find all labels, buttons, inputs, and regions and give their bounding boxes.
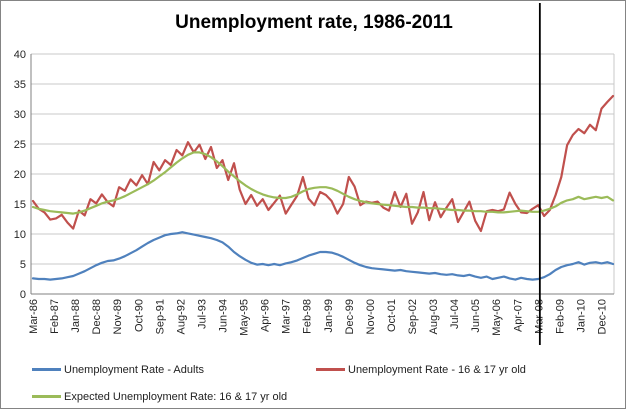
series-line-youth-16-17 [31,94,615,233]
legend-swatch-youth [316,368,345,371]
x-tick-label-Aug-92: Aug-92 [175,299,187,334]
x-tick-label-Mar-97: Mar-97 [281,299,293,334]
x-tick-label-Jan-99: Jan-99 [323,299,335,333]
legend-item-adults: Unemployment Rate - Adults [32,362,204,377]
x-tick-label-Jun-94: Jun-94 [218,299,230,333]
x-tick-label-Jan-10: Jan-10 [575,299,587,333]
x-tick-label-Jan-88: Jan-88 [70,299,82,333]
x-tick-label-Apr-07: Apr-07 [512,299,524,332]
x-tick-label-May-06: May-06 [491,299,503,336]
legend-label-youth: Unemployment Rate - 16 & 17 yr old [348,363,526,376]
x-tick-label-Dec-99: Dec-99 [344,299,356,334]
x-tick-label-Jun-05: Jun-05 [470,299,482,333]
y-tick-label-30: 30 [14,109,26,121]
legend-swatch-expected [32,395,61,398]
legend-item-youth: Unemployment Rate - 16 & 17 yr old [316,362,526,377]
y-tick-label-20: 20 [14,169,26,181]
x-tick-label-Dec-10: Dec-10 [597,299,609,334]
x-tick-label-Jul-04: Jul-04 [449,299,461,329]
series-line-expected-16-17 [31,151,615,215]
y-tick-label-35: 35 [14,79,26,91]
y-tick-label-0: 0 [20,289,26,301]
x-tick-label-Nov-89: Nov-89 [112,299,124,334]
x-tick-label-Jul-93: Jul-93 [196,299,208,329]
x-tick-label-Nov-00: Nov-00 [365,299,377,334]
legend-label-expected: Expected Unemployment Rate: 16 & 17 yr o… [64,390,288,403]
y-tick-label-40: 40 [14,49,26,61]
x-tick-label-Oct-90: Oct-90 [133,299,145,332]
chart-title: Unemployment rate, 1986-2011 [175,12,453,33]
legend-item-expected: Expected Unemployment Rate: 16 & 17 yr o… [32,389,287,404]
legend-label-adults: Unemployment Rate - Adults [64,363,205,376]
legend-swatch-adults [32,368,61,371]
x-tick-label-Aug-03: Aug-03 [428,299,440,334]
x-tick-label-Mar-86: Mar-86 [28,299,40,334]
x-tick-label-Oct-01: Oct-01 [386,299,398,332]
x-tick-label-Sep-02: Sep-02 [407,299,419,334]
x-tick-label-Feb-87: Feb-87 [49,299,61,334]
x-tick-label-Sep-91: Sep-91 [154,299,166,334]
x-tick-label-Dec-88: Dec-88 [91,299,103,334]
x-tick-label-Feb-09: Feb-09 [554,299,566,334]
x-tick-label-May-95: May-95 [239,299,251,336]
x-tick-label-Feb-98: Feb-98 [302,299,314,334]
x-tick-label-Apr-96: Apr-96 [260,299,272,332]
y-tick-label-15: 15 [14,199,26,211]
y-tick-label-25: 25 [14,139,26,151]
y-tick-label-5: 5 [20,259,26,271]
y-tick-label-10: 10 [14,229,26,241]
series-line-adults [31,231,615,281]
